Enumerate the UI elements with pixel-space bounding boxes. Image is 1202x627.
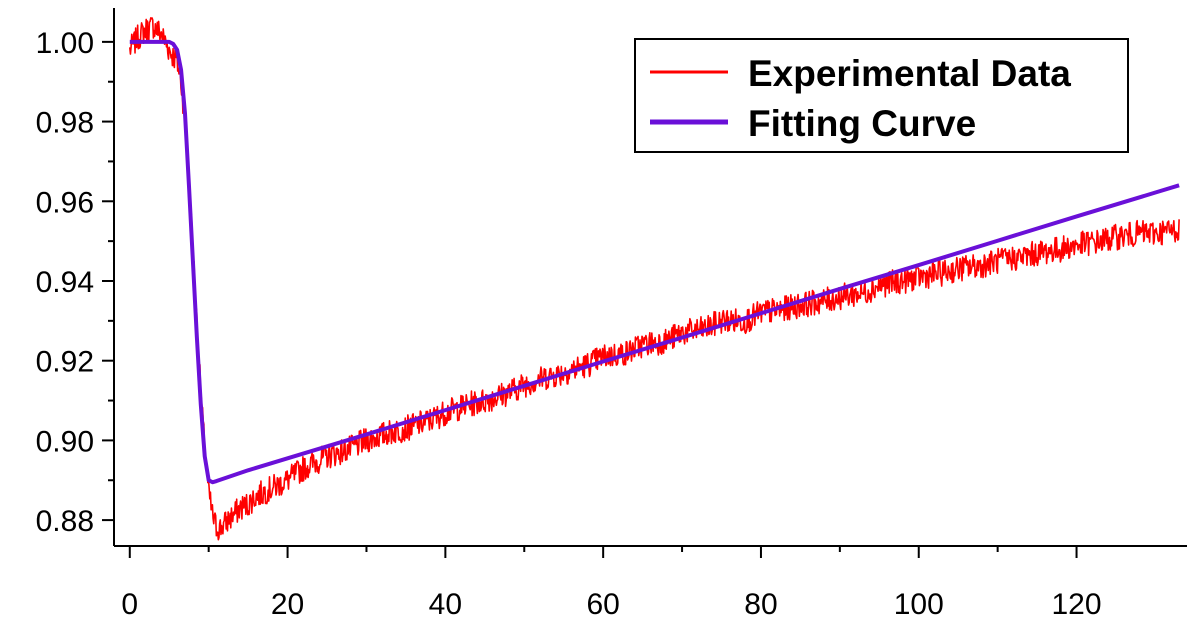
legend: Experimental Data Fitting Curve <box>634 38 1129 153</box>
legend-label-fitting-curve: Fitting Curve <box>748 103 976 144</box>
y-tick-label: 0.98 <box>36 107 94 140</box>
x-tick-label: 120 <box>1052 588 1102 621</box>
y-tick-label: 0.90 <box>36 425 94 458</box>
y-tick-label: 1.00 <box>36 27 94 60</box>
y-tick-label: 0.88 <box>36 505 94 538</box>
series-fitting-curve <box>129 39 1180 485</box>
y-tick-label: 0.92 <box>36 346 94 379</box>
y-tick-label: 0.94 <box>36 266 94 299</box>
legend-label-experimental-data: Experimental Data <box>748 53 1071 94</box>
legend-box <box>634 38 1129 153</box>
x-ticks: 0 20 40 60 80 100 120 <box>121 546 1102 621</box>
x-tick-label: 0 <box>121 588 138 621</box>
y-ticks: 0.88 0.90 0.92 0.94 0.96 0.98 1.00 <box>36 27 114 538</box>
y-tick-label: 0.96 <box>36 186 94 219</box>
x-tick-label: 60 <box>586 588 619 621</box>
x-tick-label: 100 <box>894 588 944 621</box>
x-tick-label: 40 <box>429 588 462 621</box>
x-axis: 0 20 40 60 80 100 120 <box>114 545 1187 621</box>
experimental-data-line <box>128 17 1180 541</box>
series-experimental-data <box>128 17 1180 541</box>
x-tick-label: 80 <box>744 588 777 621</box>
fitting-curve-line <box>129 39 1180 485</box>
y-axis: 0.88 0.90 0.92 0.94 0.96 0.98 1.00 <box>36 8 115 546</box>
x-tick-label: 20 <box>271 588 304 621</box>
plot-area <box>128 17 1180 541</box>
